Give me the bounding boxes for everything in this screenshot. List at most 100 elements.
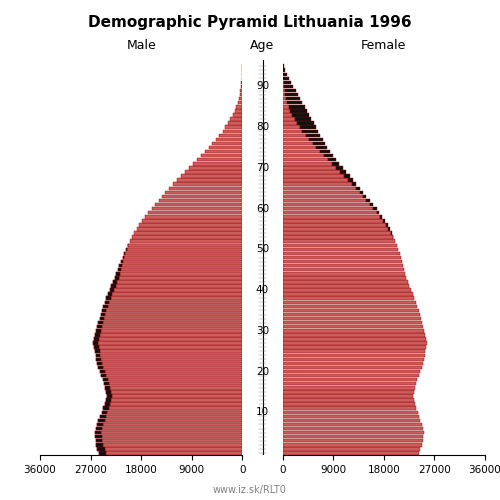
Bar (94, 350, 100, 353)
Bar (134, 232, 242, 235)
Bar (110, 288, 114, 292)
Bar (282, 223, 386, 226)
Bar (100, 333, 242, 336)
Bar (108, 304, 242, 308)
Bar (282, 447, 420, 450)
Bar (106, 390, 112, 394)
Bar (123, 260, 242, 264)
Bar (98, 362, 102, 365)
Bar (105, 386, 110, 390)
Bar (282, 122, 297, 125)
Bar (282, 272, 405, 276)
Bar (282, 76, 284, 80)
Bar (241, 84, 242, 88)
Bar (283, 64, 284, 68)
Bar (98, 321, 242, 324)
Bar (240, 93, 242, 96)
Bar (282, 398, 414, 402)
Bar (108, 292, 242, 296)
Bar (236, 105, 242, 108)
Bar (282, 410, 418, 414)
Bar (282, 422, 422, 426)
Bar (282, 268, 404, 272)
Bar (282, 427, 423, 430)
Bar (98, 418, 242, 422)
Bar (102, 410, 242, 414)
Bar (282, 162, 332, 166)
Bar (100, 317, 104, 320)
Bar (140, 223, 242, 226)
Bar (108, 406, 242, 410)
Bar (282, 158, 328, 162)
Bar (336, 166, 343, 170)
Bar (283, 68, 286, 72)
Bar (300, 126, 316, 129)
Bar (112, 394, 242, 398)
Bar (99, 451, 105, 454)
Bar (382, 219, 385, 222)
Text: 10: 10 (256, 407, 269, 417)
Bar (98, 325, 242, 328)
Bar (316, 146, 327, 150)
Bar (198, 158, 242, 162)
Bar (96, 329, 100, 332)
Bar (112, 284, 242, 288)
Bar (98, 366, 242, 369)
Text: 20: 20 (256, 366, 269, 376)
Bar (130, 240, 242, 243)
Bar (136, 228, 242, 230)
Bar (106, 374, 242, 378)
Bar (282, 215, 380, 218)
Bar (94, 431, 242, 434)
Bar (209, 146, 242, 150)
Bar (100, 313, 105, 316)
Bar (103, 378, 108, 382)
Bar (106, 398, 242, 402)
Bar (158, 199, 242, 202)
Bar (282, 414, 420, 418)
Bar (284, 84, 294, 88)
Bar (104, 447, 242, 450)
Bar (102, 308, 106, 312)
Bar (108, 378, 242, 382)
Bar (94, 337, 242, 340)
Bar (373, 207, 376, 210)
Bar (388, 228, 390, 230)
Bar (116, 272, 242, 276)
Bar (105, 386, 242, 390)
Bar (282, 280, 408, 283)
Bar (282, 370, 420, 374)
Bar (126, 252, 242, 255)
Bar (106, 398, 111, 402)
Bar (282, 113, 292, 116)
Bar (94, 342, 98, 344)
Bar (290, 109, 307, 112)
Bar (282, 203, 370, 206)
Bar (104, 422, 242, 426)
Bar (162, 194, 242, 198)
Bar (100, 370, 105, 374)
Bar (282, 308, 418, 312)
Bar (122, 256, 242, 259)
Bar (294, 118, 312, 121)
Bar (96, 354, 242, 357)
Bar (282, 443, 422, 446)
Bar (212, 142, 242, 145)
Bar (102, 435, 242, 438)
Bar (102, 427, 242, 430)
Bar (282, 130, 302, 133)
Bar (103, 321, 242, 324)
Bar (98, 362, 242, 365)
Bar (286, 97, 300, 100)
Text: 90: 90 (256, 82, 269, 92)
Bar (344, 174, 350, 178)
Bar (100, 329, 242, 332)
Bar (282, 219, 382, 222)
Bar (282, 439, 422, 442)
Bar (124, 252, 242, 255)
Bar (111, 296, 242, 300)
Text: 70: 70 (256, 163, 269, 173)
Bar (282, 362, 422, 365)
Bar (106, 414, 242, 418)
Bar (282, 313, 420, 316)
